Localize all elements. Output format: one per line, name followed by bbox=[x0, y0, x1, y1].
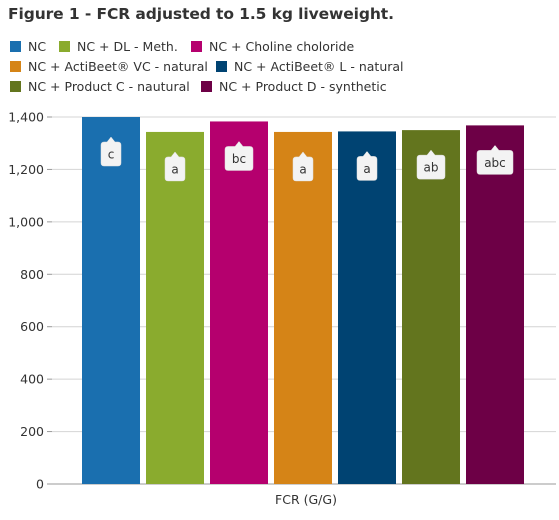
bar-label-box bbox=[356, 151, 378, 181]
y-tick-label: 1,200 bbox=[8, 162, 44, 177]
legend-label: NC + ActiBeet® VC - natural bbox=[28, 59, 208, 74]
bar-label-box bbox=[292, 151, 314, 182]
legend-item: NC + Product C - nautural bbox=[10, 79, 190, 94]
bar-label-box bbox=[416, 149, 446, 180]
bar bbox=[82, 117, 140, 484]
legend-item: NC + ActiBeet® L - natural bbox=[216, 59, 404, 74]
legend-item: NC bbox=[10, 39, 46, 54]
legend-label: NC + DL - Meth. bbox=[77, 39, 178, 54]
x-axis-title: FCR (G/G) bbox=[275, 492, 337, 507]
bar bbox=[210, 121, 268, 485]
bar-data-label: a bbox=[363, 162, 370, 176]
bar-data-label: a bbox=[299, 162, 306, 176]
legend-label: NC + ActiBeet® L - natural bbox=[234, 59, 404, 74]
bar-label-box bbox=[164, 151, 186, 182]
bar-data-label: a bbox=[171, 162, 178, 176]
legend-swatch bbox=[201, 81, 212, 92]
bar-data-label: ab bbox=[424, 161, 439, 175]
legend-swatch bbox=[216, 61, 227, 72]
legend-swatch bbox=[10, 81, 21, 92]
y-tick-label: 800 bbox=[20, 267, 44, 282]
bar-label-box bbox=[224, 141, 254, 171]
legend-item: NC + DL - Meth. bbox=[59, 39, 178, 54]
legend-swatch bbox=[10, 61, 21, 72]
bar-label-box bbox=[476, 144, 514, 175]
legend-label: NC + Product C - nautural bbox=[28, 79, 190, 94]
legend-item: NC + ActiBeet® VC - natural bbox=[10, 59, 208, 74]
legend-label: NC bbox=[28, 39, 47, 54]
legend-label: NC + Choline choloride bbox=[209, 39, 355, 54]
y-tick-label: 1,400 bbox=[8, 110, 44, 125]
legend-swatch bbox=[10, 41, 21, 52]
y-tick-label: 0 bbox=[36, 477, 44, 492]
y-tick-label: 1,000 bbox=[8, 214, 44, 229]
bar bbox=[402, 130, 460, 484]
legend-label: NC + Product D - synthetic bbox=[219, 79, 387, 94]
bar bbox=[274, 131, 332, 484]
chart-title: Figure 1 - FCR adjusted to 1.5 kg livewe… bbox=[8, 5, 394, 23]
bar bbox=[146, 131, 204, 484]
bar bbox=[466, 125, 524, 484]
bar bbox=[338, 131, 396, 485]
bar-data-label: bc bbox=[232, 152, 246, 166]
legend-swatch bbox=[191, 41, 202, 52]
y-tick-label: 200 bbox=[20, 424, 44, 439]
y-tick-label: 600 bbox=[20, 319, 44, 334]
chart-legend: NC NC + DL - Meth. NC + Choline choloride N… bbox=[0, 0, 559, 100]
bar-label-box bbox=[100, 136, 122, 167]
legend-item: NC + Choline choloride bbox=[191, 39, 354, 54]
legend-swatch bbox=[59, 41, 70, 52]
y-tick-label: 400 bbox=[20, 372, 44, 387]
bar-data-label: abc bbox=[484, 156, 506, 170]
bar-data-label: c bbox=[108, 148, 115, 162]
legend-item: NC + Product D - synthetic bbox=[201, 79, 387, 94]
